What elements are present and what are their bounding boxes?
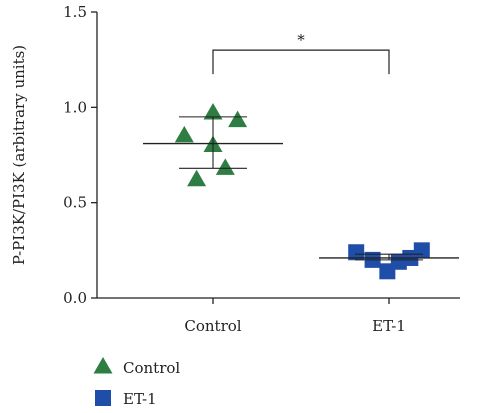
significance-label: * bbox=[297, 31, 305, 49]
y-tick-label: 0.5 bbox=[63, 194, 87, 212]
data-marks bbox=[143, 103, 459, 280]
significance-bracket bbox=[212, 49, 390, 75]
data-point bbox=[215, 158, 235, 175]
legend-marker bbox=[93, 357, 113, 374]
legend-marker bbox=[95, 390, 111, 406]
y-tick-label: 1.5 bbox=[63, 3, 87, 21]
x-tick-label: ET-1 bbox=[372, 317, 406, 335]
data-point bbox=[348, 244, 365, 261]
series-control bbox=[143, 103, 283, 187]
legend: Control ET-1 bbox=[93, 357, 180, 408]
data-point bbox=[187, 169, 207, 187]
legend-label: Control bbox=[123, 359, 180, 377]
y-tick-label: 0.0 bbox=[63, 289, 87, 307]
y-axis-title: P-PI3K/PI3K (arbitrary units) bbox=[10, 45, 28, 265]
annotations: * bbox=[212, 31, 390, 75]
y-tick-label: 1.0 bbox=[63, 98, 87, 116]
data-point bbox=[228, 110, 248, 128]
legend-label: ET-1 bbox=[123, 390, 157, 408]
x-tick-label: Control bbox=[184, 317, 241, 335]
data-point bbox=[413, 242, 430, 259]
data-point bbox=[174, 125, 194, 143]
data-point bbox=[203, 103, 223, 120]
series-et-1 bbox=[319, 242, 459, 280]
axes: 0.0 0.5 1.0 1.5 Control ET-1 P-PI3K/PI3K (arbi… bbox=[10, 3, 460, 335]
